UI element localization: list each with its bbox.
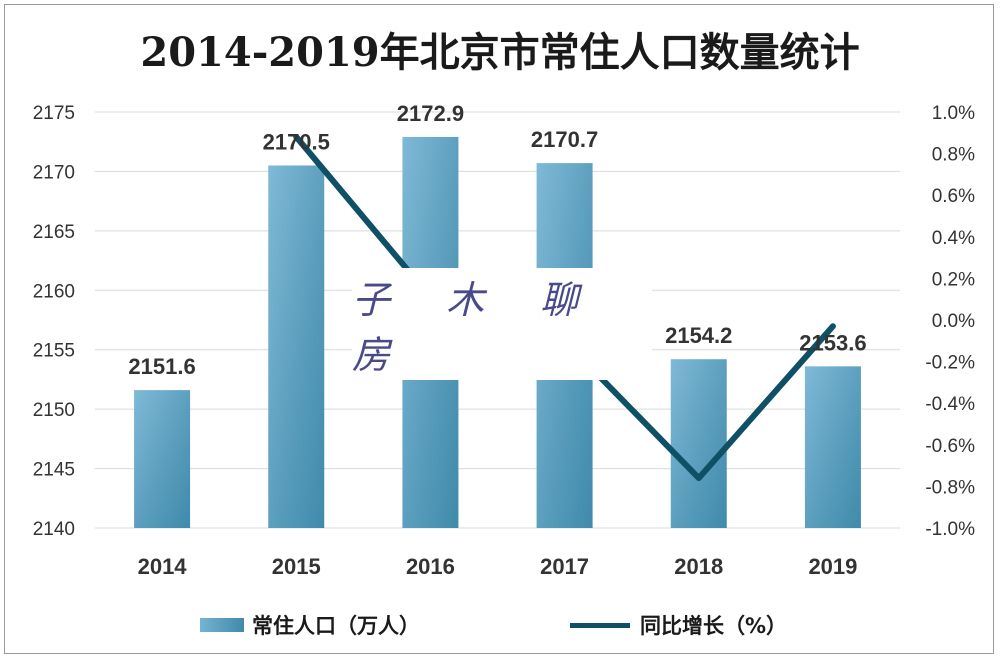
legend-label-population: 常住人口（万人） (252, 614, 420, 638)
legend-item-population: 常住人口（万人） (200, 610, 420, 640)
left-tick-label: 2170 (33, 162, 75, 183)
bar-value-label: 2153.6 (799, 330, 866, 355)
x-tick-label: 2014 (138, 554, 188, 579)
bar-2014 (134, 390, 191, 528)
left-tick-label: 2145 (33, 460, 75, 481)
right-tick-label: 0.6% (932, 186, 975, 207)
left-tick-label: 2150 (33, 400, 75, 421)
left-tick-label: 2175 (33, 103, 75, 124)
bar-2018 (670, 359, 727, 528)
right-tick-label: 0.4% (932, 228, 975, 249)
right-tick-label: 0.2% (932, 269, 975, 290)
bar-value-label: 2151.6 (128, 354, 195, 379)
bar-2015 (268, 165, 325, 528)
left-tick-label: 2160 (33, 281, 75, 302)
bar-value-label: 2172.9 (397, 101, 464, 126)
right-tick-label: 0.8% (932, 145, 975, 166)
left-tick-label: 2155 (33, 341, 75, 362)
x-axis-ticks: 2014 2015 2016 2017 2018 2019 (138, 554, 858, 579)
right-tick-label: -0.4% (925, 394, 975, 415)
legend-label-growth: 同比增长（%） (640, 614, 788, 638)
left-tick-label: 2140 (33, 519, 75, 540)
x-tick-label: 2016 (406, 554, 455, 579)
x-tick-label: 2018 (674, 554, 723, 579)
bar-value-label: 2154.2 (665, 323, 732, 348)
bar-value-label: 2170.5 (263, 129, 330, 154)
bar-value-labels: 2151.6 2170.5 2172.9 2170.7 2154.2 2153.6 (128, 101, 866, 379)
watermark: 子 木 聊 房 (352, 268, 652, 380)
legend-bar-swatch (200, 618, 244, 632)
bar-value-label: 2170.7 (531, 127, 598, 152)
left-tick-label: 2165 (33, 222, 75, 243)
legend: 常住人口（万人） 同比增长（%） (0, 610, 1000, 640)
right-axis-ticks: -1.0% -0.8% -0.6% -0.4% -0.2% 0.0% 0.2% 0.4% 0.6… (925, 103, 975, 540)
right-tick-label: 0.0% (932, 311, 975, 332)
right-tick-label: -0.8% (925, 477, 975, 498)
bar-2019 (804, 366, 861, 528)
x-tick-label: 2015 (272, 554, 321, 579)
right-tick-label: -1.0% (925, 519, 975, 540)
right-tick-label: -0.2% (925, 353, 975, 374)
left-axis-ticks: 2140 2145 2150 2155 2160 2165 2170 2175 (33, 103, 75, 540)
chart-frame (4, 4, 994, 654)
chart-title: 2014-2019年北京市常住人口数量统计 (140, 29, 860, 76)
legend-line-swatch (570, 622, 630, 628)
x-tick-label: 2019 (808, 554, 857, 579)
right-tick-label: -0.6% (925, 436, 975, 457)
legend-item-growth: 同比增长（%） (570, 610, 787, 640)
right-tick-label: 1.0% (932, 103, 975, 124)
x-tick-label: 2017 (540, 554, 589, 579)
